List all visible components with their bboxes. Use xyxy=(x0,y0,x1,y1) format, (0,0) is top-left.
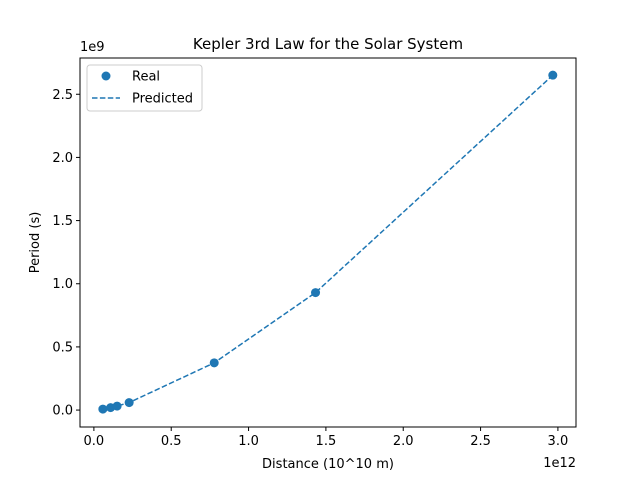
data-point xyxy=(124,398,134,408)
data-point xyxy=(548,70,558,80)
x-tick-label: 3.0 xyxy=(548,434,569,449)
data-point xyxy=(98,404,108,414)
x-axis: 0.0 0.5 1.0 1.5 2.0 2.5 3.0 xyxy=(84,427,569,449)
y-tick-label: 1.5 xyxy=(52,214,73,229)
x-axis-label: Distance (10^10 m) xyxy=(262,457,394,472)
predicted-line xyxy=(102,74,554,410)
y-tick-label: 0.5 xyxy=(52,340,73,355)
x-tick-label: 1.0 xyxy=(238,434,259,449)
plot-frame xyxy=(79,57,577,428)
chart-title: Kepler 3rd Law for the Solar System xyxy=(193,35,463,53)
legend-label-real: Real xyxy=(132,70,160,85)
y-tick-label: 1.0 xyxy=(52,277,73,292)
x-tick-label: 2.5 xyxy=(470,434,491,449)
y-tick-label: 0.0 xyxy=(52,404,73,419)
y-axis: 0.0 0.5 1.0 1.5 2.0 2.5 xyxy=(52,88,80,419)
y-tick-label: 2.0 xyxy=(52,151,73,166)
x-tick-label: 0.0 xyxy=(84,434,105,449)
legend-box xyxy=(86,64,203,112)
x-tick-label: 1.5 xyxy=(316,434,337,449)
data-point xyxy=(311,288,321,298)
y-axis-label: Period (s) xyxy=(28,212,43,274)
data-point xyxy=(209,358,219,368)
y-axis-offset-text: 1e9 xyxy=(80,40,105,55)
y-tick-label: 2.5 xyxy=(52,88,73,103)
x-tick-label: 2.0 xyxy=(393,434,414,449)
x-tick-label: 0.5 xyxy=(161,434,182,449)
plot-series xyxy=(98,70,558,414)
legend-marker-real xyxy=(101,71,111,81)
legend-label-predicted: Predicted xyxy=(132,92,193,107)
x-axis-offset-text: 1e12 xyxy=(543,456,576,471)
data-point xyxy=(112,401,122,411)
legend: Real Predicted xyxy=(86,64,203,112)
